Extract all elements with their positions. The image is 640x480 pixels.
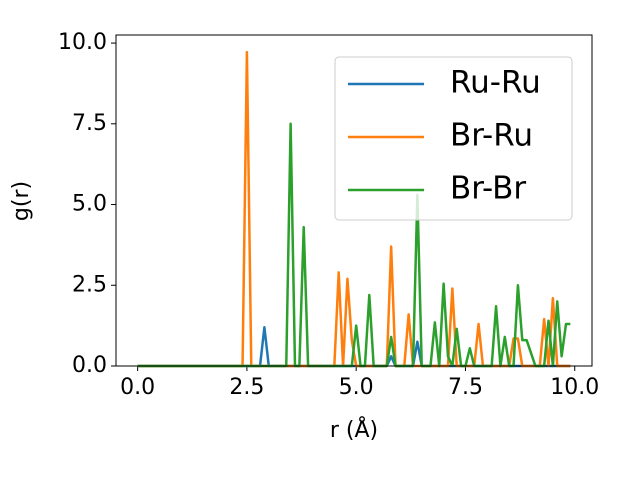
x-tick-label: 5.0 [339,375,374,400]
x-tick-label: 10.0 [550,375,599,400]
legend-label: Br-Ru [450,118,533,154]
x-tick-label: 2.5 [229,375,264,400]
legend-label: Ru-Ru [450,65,541,101]
y-tick-label: 2.5 [72,272,107,297]
x-tick-label: 0.0 [120,375,155,400]
x-axis-label: r (Å) [330,416,378,443]
y-tick-label: 7.5 [72,111,107,136]
y-tick-label: 0.0 [72,353,107,378]
y-tick-label: 10.0 [58,30,107,55]
legend-label: Br-Br [450,171,526,207]
x-tick-label: 7.5 [448,375,483,400]
y-tick-label: 5.0 [72,192,107,217]
legend-box [334,56,573,221]
y-axis-label: g(r) [9,181,34,221]
axes-frame [115,34,593,367]
